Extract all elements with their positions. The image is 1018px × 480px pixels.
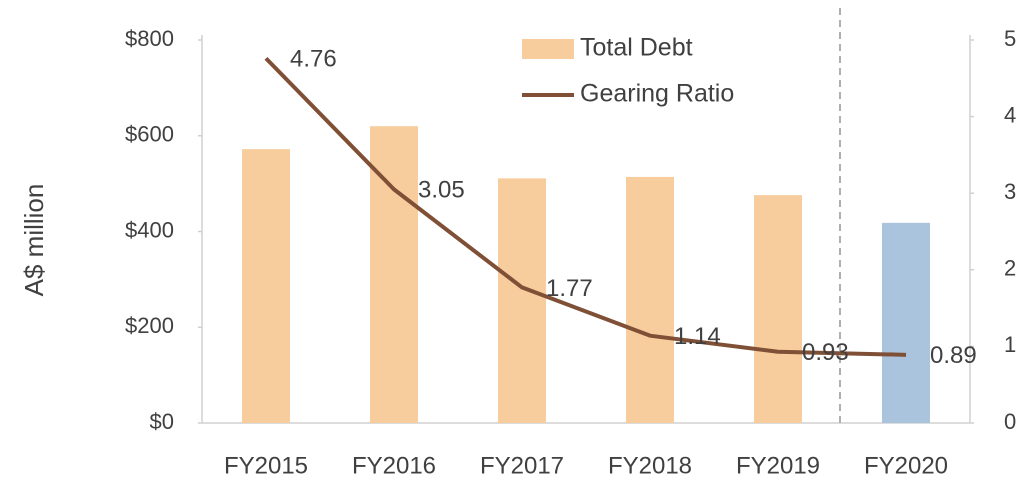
x-tick-label: FY2016 (352, 452, 436, 479)
data-label: 0.89 (930, 342, 977, 369)
x-tick-label: FY2020 (864, 452, 948, 479)
y-axis-label: A$ million (19, 184, 49, 297)
bar (242, 149, 290, 423)
legend-swatch (522, 39, 574, 59)
bar (882, 222, 930, 423)
y2-tick-label: 3 (1004, 179, 1016, 204)
bar (498, 178, 546, 423)
y2-tick-label: 5 (1004, 26, 1016, 51)
bar (754, 195, 802, 423)
data-label: 0.93 (802, 339, 849, 366)
y-tick-label: $0 (150, 409, 174, 434)
data-label: 3.05 (418, 177, 465, 204)
y-tick-label: $600 (125, 122, 174, 147)
data-label: 1.14 (674, 323, 721, 350)
x-tick-label: FY2019 (736, 452, 820, 479)
y2-tick-label: 4 (1004, 102, 1016, 127)
x-tick-label: FY2017 (480, 452, 564, 479)
y2-tick-label: 1 (1004, 332, 1016, 357)
x-tick-label: FY2018 (608, 452, 692, 479)
y2-tick-label: 0 (1004, 409, 1016, 434)
x-tick-label: FY2015 (224, 452, 308, 479)
data-label: 1.77 (546, 275, 593, 302)
y-tick-label: $400 (125, 217, 174, 242)
legend-label: Gearing Ratio (580, 80, 734, 108)
y2-tick-label: 2 (1004, 256, 1016, 281)
data-label: 4.76 (290, 46, 337, 73)
y-tick-label: $200 (125, 313, 174, 338)
line (264, 56, 907, 357)
bar (626, 176, 674, 423)
legend-label: Total Debt (580, 34, 693, 62)
y-tick-label: $800 (125, 26, 174, 51)
